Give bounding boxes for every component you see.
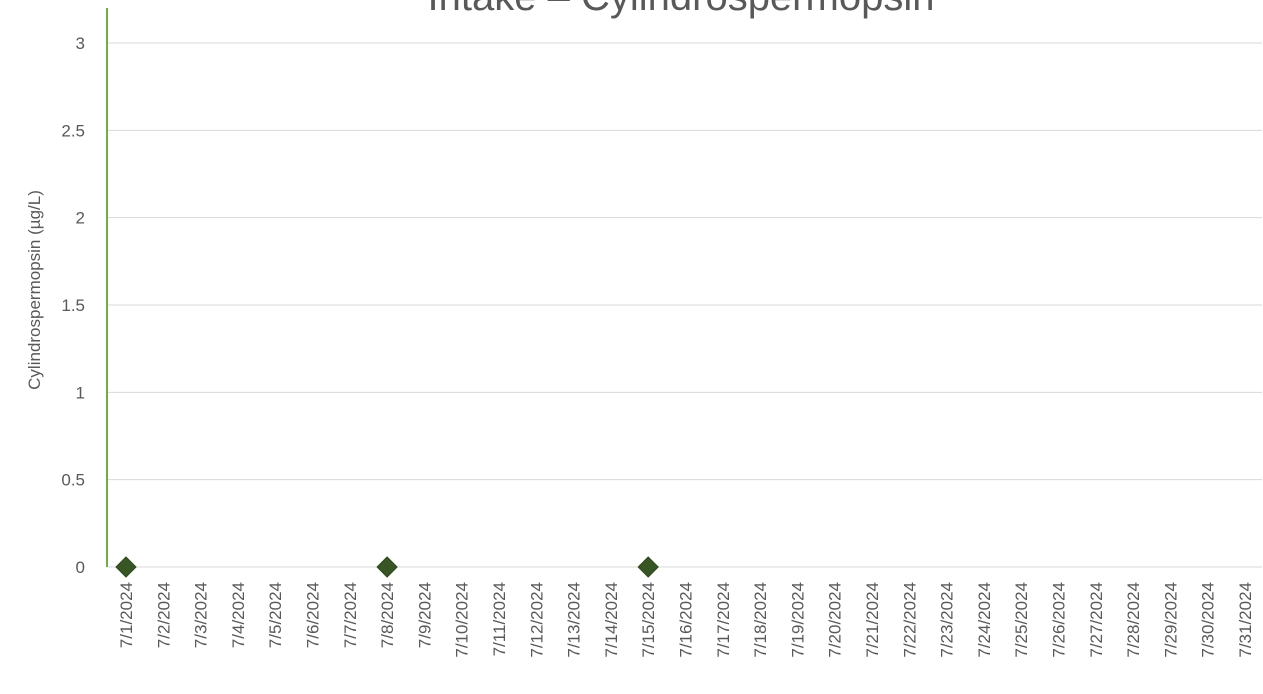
data-point-diamond [115, 556, 137, 578]
y-axis-title: Cylindrospermopsin (µg/L) [25, 190, 44, 390]
x-tick-label: 7/20/2024 [826, 582, 845, 658]
x-tick-label: 7/22/2024 [900, 582, 919, 658]
y-tick-label: 2 [76, 209, 85, 228]
x-tick-label: 7/24/2024 [975, 582, 994, 658]
x-tick-label: 7/13/2024 [565, 582, 584, 658]
x-tick-label: 7/21/2024 [863, 582, 882, 658]
x-tick-label: 7/27/2024 [1087, 582, 1106, 658]
x-tick-label: 7/29/2024 [1161, 582, 1180, 658]
x-tick-label: 7/4/2024 [229, 582, 248, 648]
x-tick-label: 7/5/2024 [266, 582, 285, 648]
data-point-diamond [376, 556, 398, 578]
chart-title: Intake – Cylindrospermopsin [428, 0, 935, 19]
y-tick-label: 0 [76, 558, 85, 577]
data-points [115, 556, 659, 578]
x-tick-label: 7/3/2024 [192, 582, 211, 648]
y-tick-label: 0.5 [61, 471, 85, 490]
x-tick-label: 7/19/2024 [788, 582, 807, 658]
x-tick-label: 7/7/2024 [341, 582, 360, 648]
x-tick-label: 7/10/2024 [453, 582, 472, 658]
x-tick-label: 7/8/2024 [378, 582, 397, 648]
x-tick-label: 7/28/2024 [1124, 582, 1143, 658]
x-tick-label: 7/14/2024 [602, 582, 621, 658]
x-tick-label: 7/1/2024 [117, 582, 136, 648]
x-tick-label: 7/23/2024 [938, 582, 957, 658]
gridlines [107, 42, 1262, 568]
y-tick-label: 2.5 [61, 121, 85, 140]
x-tick-label: 7/18/2024 [751, 582, 770, 658]
x-tick-label: 7/31/2024 [1236, 582, 1255, 658]
y-axis: 0 0.5 1 1.5 2 2.5 3 [61, 8, 108, 577]
x-tick-label: 7/6/2024 [304, 582, 323, 648]
x-axis: 7/1/2024 7/2/2024 7/3/2024 7/4/2024 7/5/2024… [117, 582, 1255, 658]
x-tick-label: 7/15/2024 [639, 582, 658, 658]
x-tick-label: 7/17/2024 [714, 582, 733, 658]
y-tick-label: 3 [76, 34, 85, 53]
y-tick-label: 1.5 [61, 296, 85, 315]
x-tick-label: 7/26/2024 [1050, 582, 1069, 658]
x-tick-label: 7/12/2024 [527, 582, 546, 658]
x-tick-label: 7/2/2024 [154, 582, 173, 648]
x-tick-label: 7/25/2024 [1012, 582, 1031, 658]
x-tick-label: 7/16/2024 [677, 582, 696, 658]
x-tick-label: 7/9/2024 [415, 582, 434, 648]
data-point-diamond [637, 556, 659, 578]
x-tick-label: 7/11/2024 [490, 582, 509, 656]
x-tick-label: 7/30/2024 [1199, 582, 1218, 658]
y-tick-label: 1 [76, 383, 85, 402]
